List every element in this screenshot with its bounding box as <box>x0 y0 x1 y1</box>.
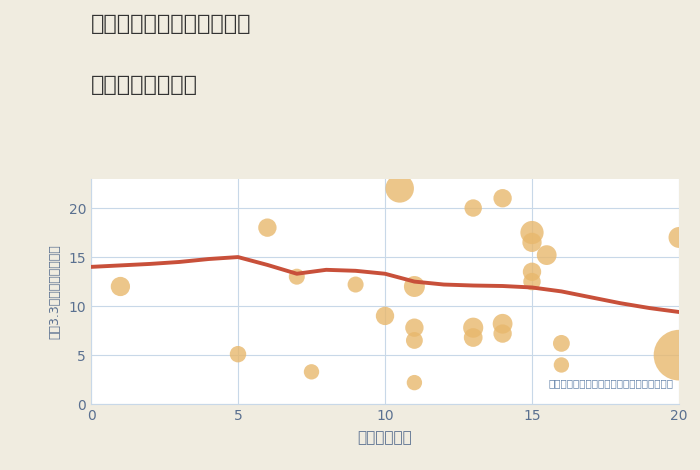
Point <box>556 340 567 347</box>
Point <box>232 351 244 358</box>
Text: 円の大きさは、取引のあった物件面積を示す: 円の大きさは、取引のあった物件面積を示す <box>548 378 673 388</box>
Point <box>497 195 508 202</box>
Point <box>673 234 685 241</box>
Point <box>526 229 538 236</box>
Point <box>394 185 405 192</box>
Point <box>468 204 479 212</box>
X-axis label: 駅距離（分）: 駅距離（分） <box>358 430 412 445</box>
Text: 駅距離別土地価格: 駅距離別土地価格 <box>91 75 198 95</box>
Point <box>115 283 126 290</box>
Point <box>541 251 552 259</box>
Point <box>306 368 317 376</box>
Point <box>526 268 538 275</box>
Point <box>497 320 508 328</box>
Point <box>291 273 302 281</box>
Point <box>673 352 685 359</box>
Point <box>556 361 567 369</box>
Point <box>350 281 361 288</box>
Text: 兵庫県豊岡市出石町袴狭の: 兵庫県豊岡市出石町袴狭の <box>91 14 251 34</box>
Point <box>409 283 420 290</box>
Point <box>468 324 479 331</box>
Point <box>526 239 538 246</box>
Point <box>262 224 273 231</box>
Point <box>409 337 420 344</box>
Point <box>526 278 538 285</box>
Point <box>468 334 479 341</box>
Point <box>497 330 508 337</box>
Point <box>409 324 420 331</box>
Point <box>379 312 391 320</box>
Y-axis label: 坪（3.3㎡）単価（万円）: 坪（3.3㎡）単価（万円） <box>48 244 62 339</box>
Point <box>409 379 420 386</box>
